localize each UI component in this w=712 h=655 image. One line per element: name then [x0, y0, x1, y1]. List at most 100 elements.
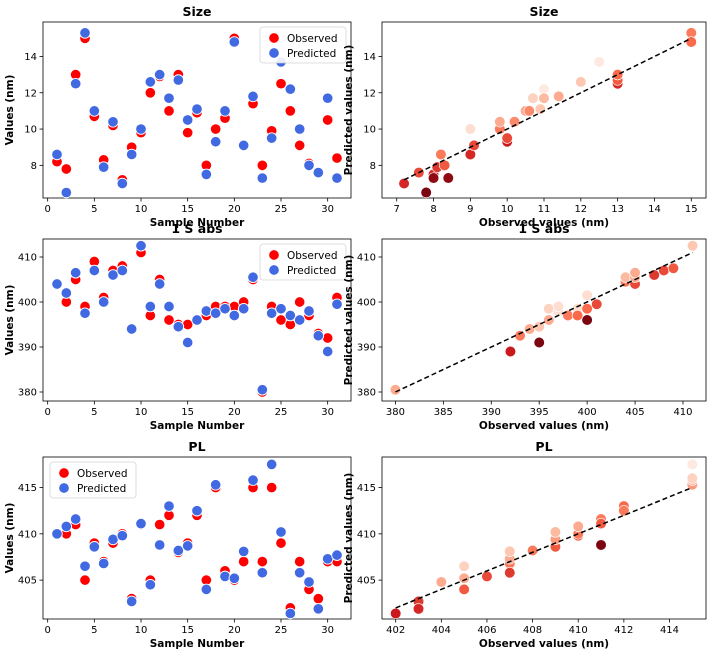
x-tick-label: 395: [530, 407, 549, 418]
y-tick-label: 390: [18, 343, 37, 354]
prediction-point: [686, 240, 699, 252]
chart-2: Size 7 8 9 10 11 12 13 14 15 8 10 12 14 Observed value…: [343, 4, 707, 229]
x-tick-label: 30: [321, 204, 334, 215]
x-tick-label: 414: [660, 625, 679, 636]
predicted-point: [125, 595, 138, 608]
legend-box: [49, 461, 137, 499]
predicted-point: [209, 136, 222, 148]
predicted-point: [163, 300, 175, 313]
x-tick-label: 0: [44, 204, 50, 215]
predicted-point: [237, 303, 250, 315]
predicted-point: [209, 479, 222, 491]
predicted-point: [191, 103, 203, 115]
predicted-point: [69, 513, 82, 525]
predicted-point: [293, 314, 306, 326]
identity-line: [395, 486, 693, 609]
predicted-point: [275, 303, 287, 315]
predicted-point: [265, 132, 278, 144]
observed-point: [181, 126, 194, 139]
x-tick-label: 10: [135, 625, 148, 636]
y-axis-label: Values (nm): [4, 503, 16, 574]
predicted-point: [125, 148, 138, 161]
predicted-point: [107, 269, 119, 281]
observed-point: [79, 574, 91, 586]
legend-label: Predicted: [77, 483, 126, 495]
observed-legend-marker: [268, 249, 280, 261]
predicted-point: [107, 116, 119, 128]
y-tick-label: 380: [357, 388, 376, 399]
x-axis-label: Observed values (nm): [479, 217, 609, 229]
prediction-point: [686, 472, 698, 484]
prediction-point: [591, 298, 603, 310]
predicted-point: [60, 520, 73, 533]
prediction-point: [581, 314, 593, 326]
predicted-point: [172, 74, 185, 86]
x-tick-label: 10: [135, 407, 148, 418]
x-tick-label: 5: [91, 204, 97, 215]
predicted-point: [69, 77, 82, 90]
predicted-point: [247, 90, 259, 103]
predicted-point: [135, 239, 147, 252]
x-tick-label: 11: [538, 204, 551, 215]
predicted-point: [256, 172, 269, 184]
y-tick-label: 410: [357, 529, 376, 540]
y-tick-label: 10: [363, 125, 376, 136]
observed-point: [153, 518, 166, 531]
predicted-point: [219, 303, 231, 315]
predicted-point: [200, 305, 213, 317]
prediction-point: [523, 105, 535, 117]
y-axis-label: Values (nm): [4, 75, 16, 146]
y-tick-label: 12: [363, 88, 376, 99]
prediction-point: [514, 330, 526, 342]
prediction-point: [686, 458, 698, 471]
predicted-point: [144, 578, 157, 591]
predicted-point: [284, 607, 297, 620]
predicted-point: [60, 186, 73, 199]
y-tick-label: 405: [18, 576, 37, 587]
predicted-point: [200, 168, 213, 181]
y-tick-label: 10: [24, 125, 37, 136]
chart-title: Size: [529, 4, 558, 19]
prediction-point: [562, 309, 574, 322]
x-tick-label: 13: [611, 204, 624, 215]
predicted-point: [228, 572, 241, 585]
predicted-point: [228, 309, 241, 322]
chart-1: Size 0 5 10 15 20 25 30 8 10 12 14 Sample Number Valu…: [4, 4, 352, 229]
predicted-point: [153, 278, 166, 290]
observed-point: [256, 555, 269, 568]
y-tick-label: 415: [357, 483, 376, 494]
predicted-legend-marker: [268, 264, 280, 276]
chart-6: PL 402 404 406 408 410 412 414 405 410 415 Observed…: [343, 439, 707, 650]
prediction-point: [553, 90, 565, 102]
x-tick-label: 410: [673, 407, 692, 418]
chart-title: 1 S abs: [171, 221, 222, 236]
predicted-legend-marker: [268, 47, 280, 59]
y-tick-label: 390: [357, 343, 376, 354]
x-tick-label: 15: [685, 204, 698, 215]
observed-point: [60, 163, 73, 175]
prediction-point: [427, 172, 440, 184]
predicted-point: [97, 557, 110, 570]
x-tick-label: 20: [228, 407, 241, 418]
y-tick-label: 410: [18, 253, 37, 264]
prediction-point: [504, 345, 517, 358]
observed-point: [284, 105, 297, 117]
prediction-point: [685, 36, 697, 48]
predicted-point: [125, 323, 138, 335]
predicted-point: [312, 330, 325, 342]
x-tick-label: 400: [578, 407, 597, 418]
x-tick-label: 0: [44, 625, 50, 636]
predicted-point: [172, 544, 185, 557]
predicted-point: [88, 264, 101, 277]
x-tick-label: 25: [275, 204, 288, 215]
y-tick-label: 14: [363, 52, 376, 63]
observed-legend-marker: [268, 32, 280, 44]
predicted-point: [312, 603, 325, 615]
x-tick-label: 10: [501, 204, 514, 215]
prediction-point: [458, 583, 470, 595]
prediction-point: [468, 139, 480, 151]
observed-point: [321, 114, 334, 126]
x-axis-label: Sample Number: [150, 217, 245, 229]
predicted-point: [209, 307, 222, 320]
